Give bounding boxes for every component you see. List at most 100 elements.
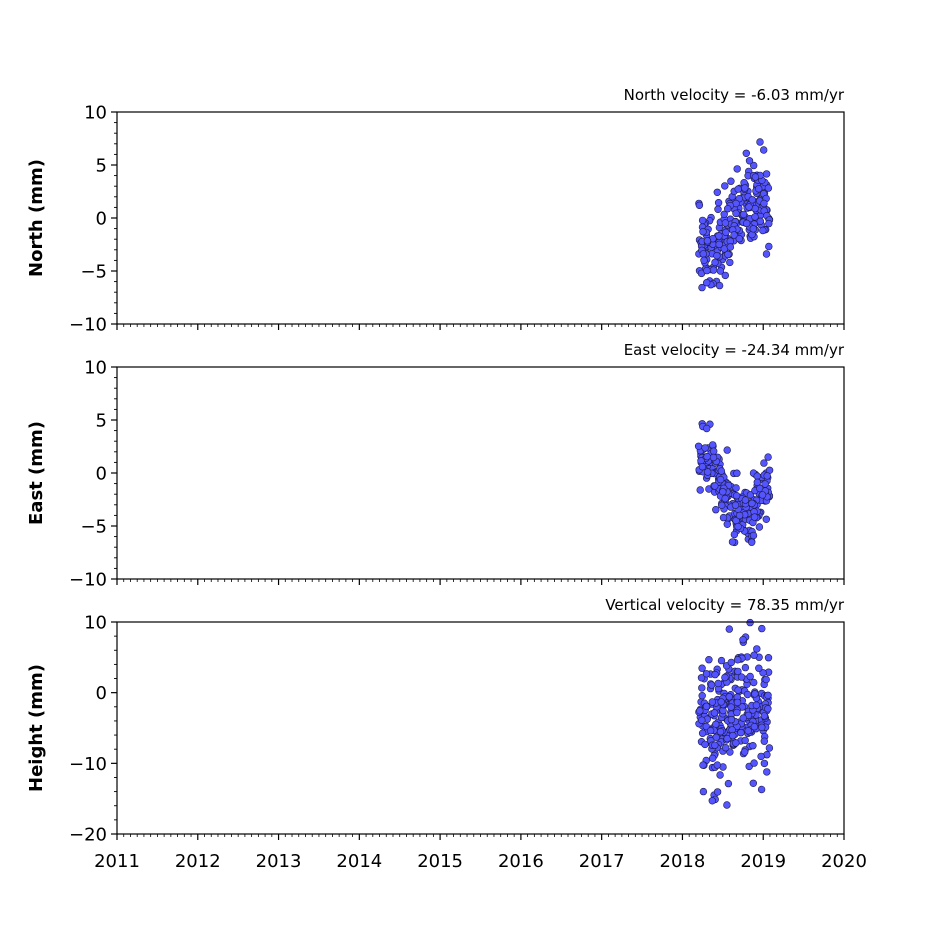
y-tick-label: −10 [69, 570, 107, 591]
data-point [754, 185, 763, 193]
data-point [759, 226, 767, 235]
data-point [752, 701, 761, 709]
x-tick-label: 2018 [660, 851, 706, 872]
data-point [734, 522, 742, 531]
data-point [712, 733, 720, 741]
x-tick-label: 2014 [336, 851, 382, 872]
y-tick-label: 5 [96, 156, 107, 177]
data-point [703, 452, 711, 461]
data-point [745, 157, 754, 165]
y-tick-label: −10 [69, 315, 107, 336]
data-point [749, 225, 757, 233]
data-points [694, 420, 774, 547]
data-point [705, 655, 713, 664]
data-point [750, 651, 758, 659]
data-point [724, 250, 732, 259]
data-point [734, 185, 742, 193]
x-tick-label: 2016 [498, 851, 544, 872]
y-axis-label: East (mm) [26, 421, 47, 525]
data-point [751, 213, 759, 221]
data-point [737, 728, 745, 737]
data-point [717, 656, 726, 665]
data-point [712, 720, 720, 728]
data-point [751, 690, 759, 698]
data-point [732, 209, 740, 218]
data-point [749, 779, 757, 787]
data-point [717, 467, 726, 475]
data-point [756, 138, 764, 146]
data-point [696, 486, 704, 494]
data-point [726, 243, 735, 251]
data-point [727, 177, 735, 185]
data-point [753, 472, 761, 480]
data-point [714, 205, 722, 214]
data-point [737, 673, 746, 681]
x-tick-label: 2017 [579, 851, 625, 872]
data-point [757, 785, 766, 794]
data-point [721, 743, 730, 752]
data-point [714, 679, 722, 688]
data-point [764, 691, 772, 699]
data-point [747, 538, 756, 546]
panel-title: North velocity = -6.03 mm/yr [624, 86, 845, 104]
data-point [716, 771, 724, 779]
data-point [749, 741, 757, 750]
y-tick-label: 5 [96, 411, 107, 432]
data-point [764, 653, 773, 662]
data-point [716, 475, 725, 484]
data-point [750, 513, 759, 521]
data-point [698, 463, 707, 471]
data-point [762, 170, 771, 178]
data-point [694, 442, 703, 450]
y-tick-label: 10 [84, 103, 107, 124]
data-point [751, 204, 759, 213]
data-point [727, 658, 735, 667]
data-point [741, 184, 749, 192]
data-point [722, 228, 730, 237]
data-point [742, 149, 750, 158]
data-point [759, 669, 767, 677]
data-point [746, 672, 754, 681]
data-point [715, 232, 723, 240]
data-point [701, 444, 709, 452]
data-point [715, 281, 724, 290]
x-tick-label: 2019 [740, 851, 786, 872]
data-point [733, 708, 741, 717]
data-point [711, 670, 719, 679]
data-point [716, 727, 725, 736]
data-point [717, 698, 725, 706]
data-point [760, 712, 768, 720]
x-tick-label: 2020 [821, 851, 867, 872]
x-tick-label: 2015 [417, 851, 463, 872]
data-point [698, 684, 706, 692]
data-point [723, 734, 731, 743]
data-point [709, 453, 718, 462]
data-point [760, 737, 768, 745]
data-point [721, 673, 729, 682]
data-point [743, 690, 752, 699]
data-point [719, 488, 727, 496]
data-point [758, 491, 767, 499]
data-point [702, 670, 711, 678]
data-point [733, 469, 741, 477]
data-point [711, 258, 719, 267]
data-point [739, 714, 747, 722]
x-tick-label: 2013 [256, 851, 302, 872]
y-tick-label: −5 [80, 517, 107, 538]
data-point [727, 703, 735, 711]
data-point [755, 523, 764, 531]
data-point [695, 201, 704, 210]
data-point [708, 441, 717, 449]
data-point [708, 797, 716, 805]
data-point [716, 267, 725, 275]
panel-1: North velocity = -6.03 mm/yr North (mm) 10… [26, 86, 845, 336]
data-points [695, 618, 774, 809]
data-point [699, 787, 708, 796]
data-point [711, 741, 719, 749]
data-point [731, 501, 740, 509]
data-point [703, 237, 712, 245]
data-point [764, 705, 772, 713]
data-point [759, 146, 768, 154]
data-point [739, 210, 748, 219]
data-point [735, 511, 744, 520]
